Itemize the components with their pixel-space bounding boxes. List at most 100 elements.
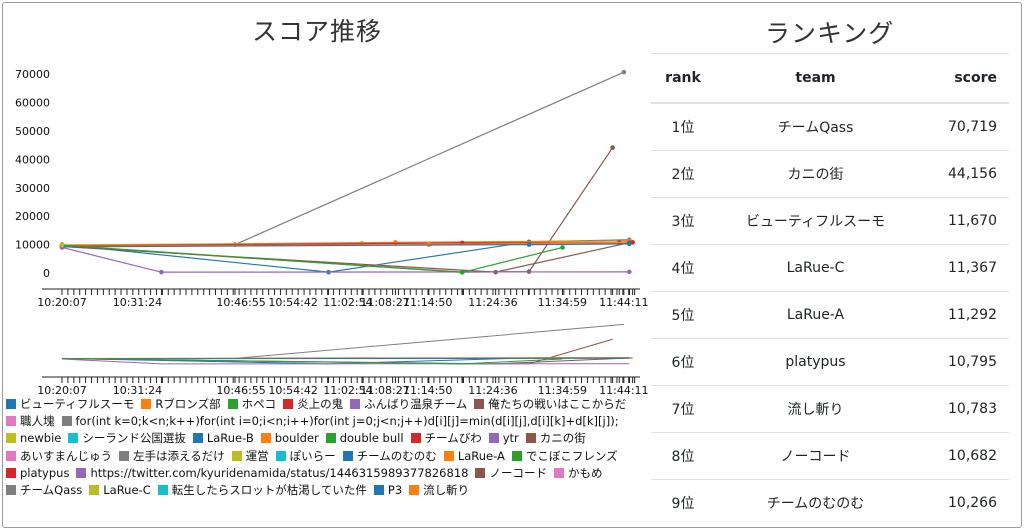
legend-item[interactable]: チームびわ [410,430,482,447]
legend-swatch [141,399,152,409]
series-point[interactable] [159,269,164,275]
legend-item[interactable]: カニの街 [525,430,586,447]
nav-series-line [61,358,563,365]
series-point[interactable] [627,269,632,275]
legend-item[interactable]: for(int k=0;k<n;k++)for(int i=0;i<n;i++)… [61,413,619,430]
series-point[interactable] [621,69,627,75]
legend-label: シーランド公国選抜 [82,431,186,446]
legend-swatch [475,467,486,478]
legend-item[interactable]: 左手は添えるだけ [119,448,225,465]
legend-item[interactable]: ytr [488,430,519,447]
legend-item[interactable]: newbie [6,430,61,447]
ranking-row: 3位 ビューティフルスーモ 11,670 [651,197,1009,245]
x-tick-label: 11:02:54 [323,296,372,309]
legend-label: LaRue-C [103,483,151,498]
legend-item[interactable]: かもめ [553,465,603,482]
nav-x-tick-label: 10:31:24 [113,384,162,395]
rank-cell: 5位 [651,291,715,339]
score-cell: 44,156 [916,150,1009,198]
nav-x-tick-label: 10:54:42 [268,384,317,395]
ranking-row: 7位 流し斬り 10,783 [651,385,1009,433]
legend-swatch [325,433,336,444]
y-tick-label: 10000 [15,239,50,252]
legend-item[interactable]: LaRue-C [89,482,151,499]
legend-item[interactable]: 俺たちの戦いはここからだ [474,396,626,413]
legend-item[interactable]: ノーコード [475,465,547,482]
legend-item[interactable]: 職人塊 [6,413,55,430]
legend-item[interactable]: 運営 [231,448,269,465]
y-tick-label: 30000 [15,182,50,195]
y-tick-label: 0 [43,267,50,280]
nav-x-tick-label: 11:44:11 [599,384,648,395]
series-point[interactable] [459,270,465,275]
legend-label: 運営 [245,448,269,463]
legend-swatch [231,450,242,461]
legend-label: newbie [20,431,62,446]
legend-swatch [342,450,353,461]
legend-label: ノーコード [489,465,547,480]
series-line[interactable] [61,242,630,273]
nav-x-tick-label: 11:24:36 [468,384,517,395]
legend-label: でこぼこフレンズ [525,448,618,463]
series-point[interactable] [627,241,632,247]
legend-label: Rブロンズ部 [155,397,221,411]
score-chart[interactable]: 70000 60000 50000 40000 30000 20000 10000 0 10:2… [0,0,650,395]
legend-swatch [6,467,16,478]
series-point[interactable] [526,242,532,247]
legend-swatch [350,399,361,409]
legend-item[interactable]: 炎上の鬼 [283,396,343,413]
rank-cell: 3位 [651,197,715,245]
legend-item[interactable]: でこぼこフレンズ [511,448,618,465]
legend-label: double bull [339,431,404,446]
legend-item[interactable]: チームQass [6,482,82,499]
legend-item[interactable]: ビューティフルスーモ [6,396,134,413]
team-cell: LaRue-A [715,291,916,339]
ranking-row: 2位 カニの街 44,156 [651,150,1009,198]
legend-item[interactable]: チームのむのむ [342,448,437,465]
legend-swatch [283,399,294,409]
legend-item[interactable]: platypus [6,465,69,482]
header-rank: rank [651,53,715,104]
legend-label: https://twitter.com/kyuridenamida/status… [90,465,469,480]
score-cell: 70,719 [916,102,1009,151]
legend-item[interactable]: あいすまんじゅう [6,448,112,465]
legend-swatch [76,467,87,478]
legend-label: カニの街 [539,431,586,446]
legend-label: 左手は添えるだけ [133,448,225,463]
legend-swatch [6,485,16,496]
legend-item[interactable]: P3 [373,482,402,499]
legend-item[interactable]: 流し斬り [409,482,469,499]
legend-item[interactable]: boulder [260,430,319,447]
legend-swatch [68,433,79,444]
team-cell: platypus [715,338,916,386]
legend-item[interactable]: 転生したらスロットが枯渇していた件 [157,482,367,499]
legend-swatch [511,450,522,461]
legend-item[interactable]: double bull [325,430,404,447]
legend-label: for(int k=0;k<n;k++)for(int i=0;i<n;i++)… [75,414,619,429]
series-line[interactable] [61,71,625,246]
legend-label: かもめ [567,465,603,480]
header-team: team [715,53,916,104]
nav-x-tick-label: 11:08:27 [360,384,409,395]
series-point[interactable] [560,245,565,250]
legend-item[interactable]: ふんばり温泉チーム [350,396,467,413]
legend-item[interactable]: シーランド公国選抜 [68,430,186,447]
legend-item[interactable]: LaRue-A [443,448,505,465]
legend-item[interactable]: https://twitter.com/kyuridenamida/status… [76,465,468,482]
legend-label: ふんばり温泉チーム [364,397,468,411]
legend-item[interactable]: Rブロンズ部 [141,396,221,413]
x-tick-label: 11:08:27 [360,296,409,309]
series-point[interactable] [610,145,615,150]
legend-swatch [525,433,536,444]
legend-label: チームびわ [424,431,482,446]
legend-item[interactable]: ぽいらー [275,448,336,465]
series-line[interactable] [61,244,563,274]
legend-swatch [119,450,129,461]
legend-label: boulder [274,431,319,446]
legend-swatch [6,433,16,444]
ranking-row: 6位 platypus 10,795 [651,338,1009,386]
series-point[interactable] [59,242,65,248]
legend-item[interactable]: ホペコ [227,396,276,413]
score-cell: 10,682 [916,432,1009,480]
legend-item[interactable]: LaRue-B [192,430,254,447]
